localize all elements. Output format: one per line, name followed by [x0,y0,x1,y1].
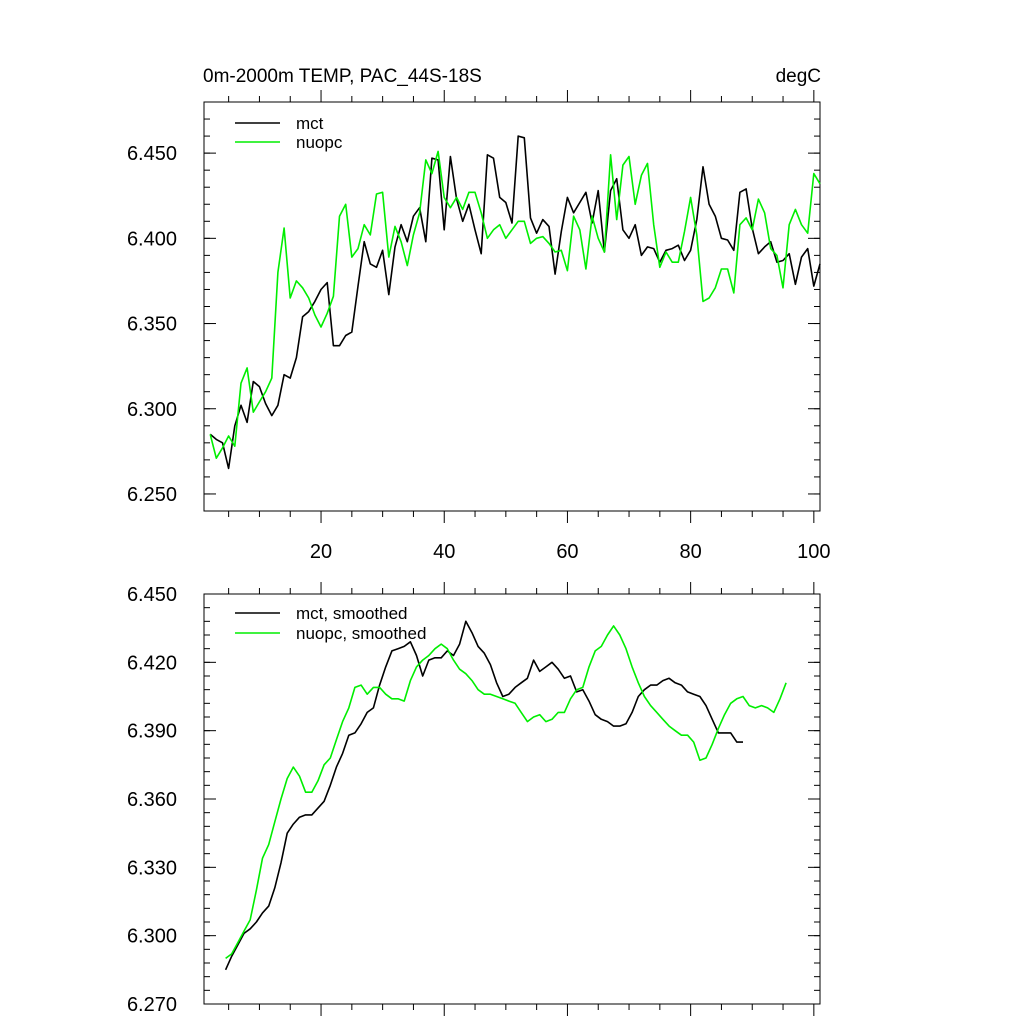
bottom-ticks [204,582,820,1016]
top-chart-title: 0m-2000m TEMP, PAC_44S-18S [203,66,482,87]
y-tick-label: 6.450 [127,584,177,606]
series-line-mct-smoothed [224,620,743,971]
series-line-nuopc-smoothed [225,625,787,960]
y-tick-label: 6.270 [127,994,177,1016]
legend-label-nuopc: nuopc [296,133,343,152]
legend-label-nuopc-smoothed: nuopc, smoothed [296,624,426,643]
bottom-series [224,620,787,971]
y-tick-label: 6.420 [127,652,177,674]
top-y-tick-labels: 6.250 6.300 6.350 6.400 6.450 [127,143,177,506]
bottom-plot-frame [203,593,821,1005]
y-tick-label: 6.250 [127,484,177,506]
y-tick-label: 6.360 [127,789,177,811]
y-tick-label: 6.330 [127,857,177,879]
top-x-tick-labels: 20 40 60 80 100 [310,541,831,563]
series-line-nuopc [209,150,821,460]
bottom-y-tick-labels: 6.270 6.300 6.330 6.360 6.390 6.420 6.450 [127,584,177,1016]
top-chart-units: degC [776,66,821,87]
y-tick-label: 6.300 [127,926,177,948]
x-tick-label: 40 [433,541,455,563]
top-ticks [204,90,820,523]
x-tick-label: 20 [310,541,332,563]
top-panel: 0m-2000m TEMP, PAC_44S-18S degC 6.250 6.3… [127,66,831,563]
bottom-panel: 6.270 6.300 6.330 6.360 6.390 6.420 6.450 mct,… [127,582,821,1016]
x-tick-label: 100 [797,541,830,563]
y-tick-label: 6.350 [127,314,177,336]
y-tick-label: 6.300 [127,399,177,421]
y-tick-label: 6.450 [127,143,177,165]
legend-label-mct: mct [296,114,324,133]
top-plot-frame [203,101,821,512]
legend-label-mct-smoothed: mct, smoothed [296,604,408,623]
top-series [209,135,821,470]
top-legend: mct nuopc [235,114,343,152]
series-line-mct [209,135,821,470]
bottom-legend: mct, smoothed nuopc, smoothed [235,604,426,643]
y-tick-label: 6.400 [127,228,177,250]
x-tick-label: 80 [680,541,702,563]
x-tick-label: 60 [556,541,578,563]
y-tick-label: 6.390 [127,721,177,743]
